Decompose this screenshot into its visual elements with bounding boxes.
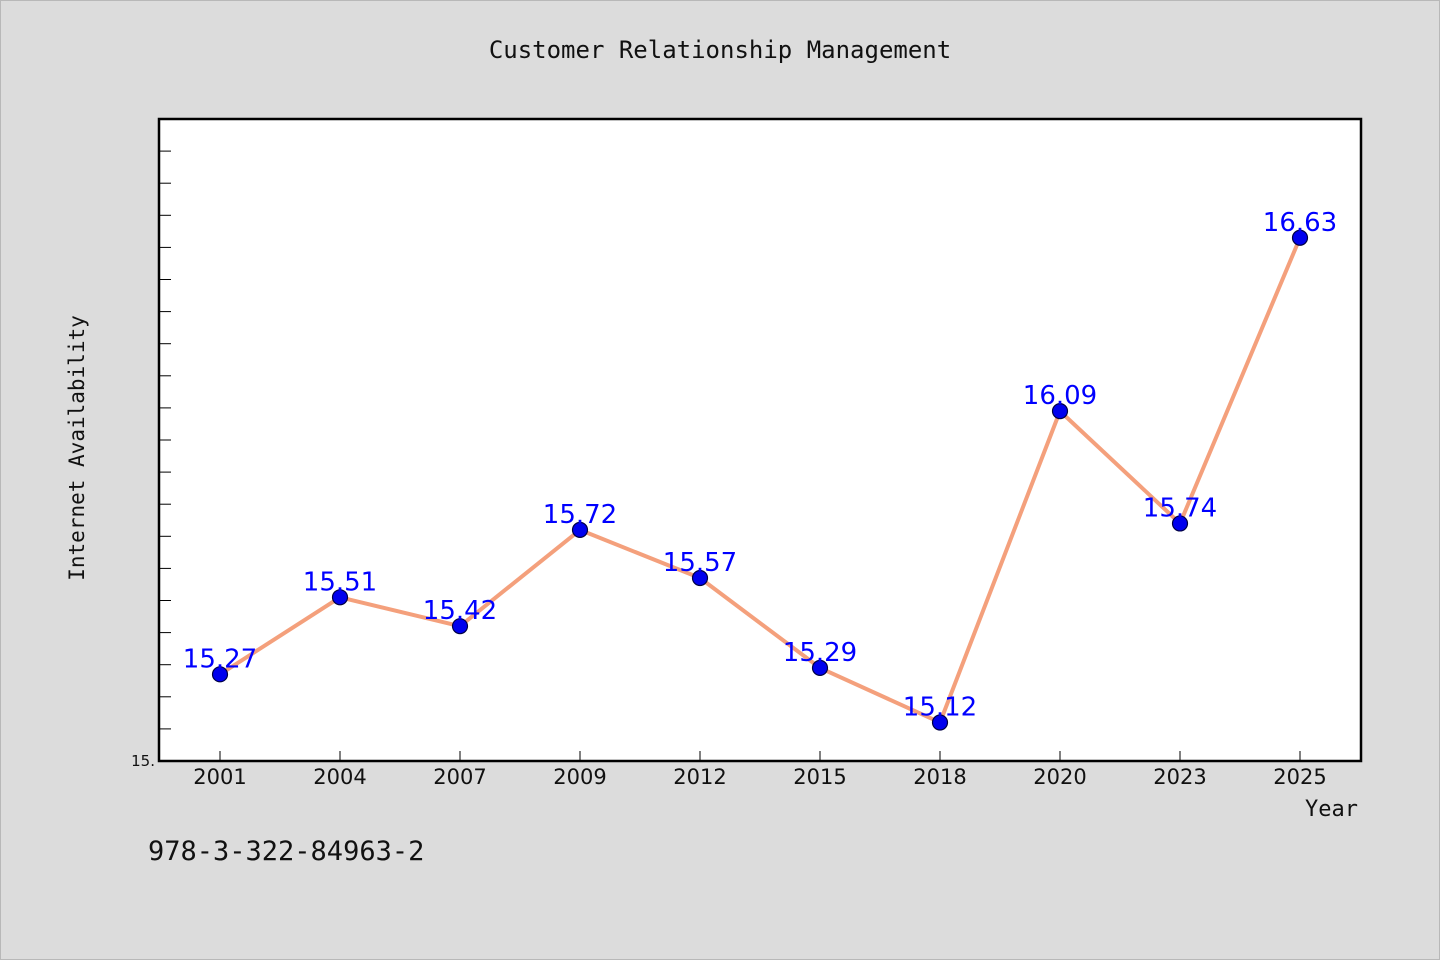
y-tick-label: 15. <box>131 752 155 770</box>
isbn-caption: 978-3-322-84963-2 <box>148 836 425 867</box>
series-points-group <box>211 229 1309 731</box>
x-axis-ticks: 2001 2004 2007 2009 2012 2015 2018 2020 2023 2025 <box>193 751 1327 789</box>
x-tick-label: 2007 <box>433 765 486 789</box>
data-label: 16.09 <box>1023 381 1097 411</box>
data-label: 15.42 <box>423 596 497 626</box>
plot-area <box>157 117 1363 763</box>
series-line <box>218 235 1302 725</box>
x-tick-label: 2025 <box>1273 765 1326 789</box>
data-labels-group: 15.27 15.51 15.42 15.72 15.57 15.29 15.12 16.09… <box>183 208 1337 723</box>
data-point <box>931 714 949 731</box>
data-label: 15.51 <box>303 567 377 597</box>
data-label: 15.72 <box>543 500 617 530</box>
data-point <box>691 569 709 587</box>
x-tick-label: 2012 <box>673 765 726 789</box>
y-axis-ticks: 15. <box>131 118 171 770</box>
data-label: 15.29 <box>783 638 857 668</box>
x-tick-label: 2020 <box>1033 765 1086 789</box>
data-label: 16.63 <box>1263 208 1337 238</box>
data-point <box>811 659 829 677</box>
x-tick-label: 2018 <box>913 765 966 789</box>
data-point <box>331 589 349 606</box>
data-label: 15.57 <box>663 548 737 578</box>
data-point <box>571 521 589 538</box>
data-label: 15.12 <box>903 692 977 722</box>
data-point <box>211 666 229 683</box>
series-line-group <box>218 235 1302 725</box>
x-tick-label: 2004 <box>313 765 366 789</box>
x-axis-label: Year <box>1305 797 1358 822</box>
data-point <box>451 618 469 635</box>
x-tick-label: 2023 <box>1153 765 1206 789</box>
x-tick-label: 2001 <box>193 765 246 789</box>
x-tick-label: 2015 <box>793 765 846 789</box>
data-point <box>1291 229 1309 246</box>
data-point <box>1171 515 1189 532</box>
chart-title: Customer Relationship Management <box>488 36 952 64</box>
y-axis-label: Internet Availability <box>65 315 89 581</box>
data-label: 15.74 <box>1143 493 1217 523</box>
data-point <box>1051 403 1069 420</box>
x-tick-label: 2009 <box>553 765 606 789</box>
data-label: 15.27 <box>183 644 257 674</box>
